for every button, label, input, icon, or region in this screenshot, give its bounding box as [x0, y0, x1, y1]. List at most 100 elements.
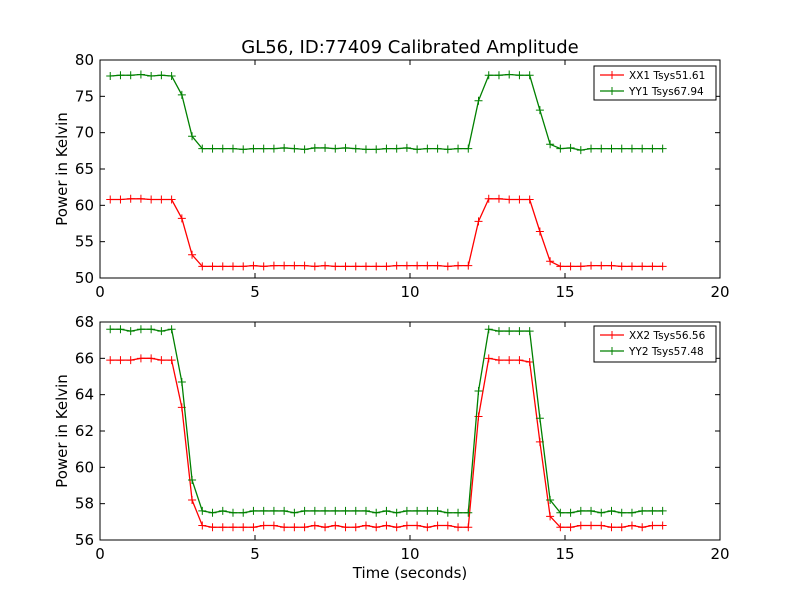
x-tick-label: 15 — [555, 283, 574, 301]
data-point — [321, 143, 330, 152]
data-point — [658, 506, 667, 515]
data-point — [638, 523, 647, 532]
data-point — [607, 506, 616, 515]
data-point — [259, 144, 268, 153]
data-point — [157, 327, 166, 336]
data-point — [474, 387, 483, 396]
data-point — [198, 262, 207, 271]
data-point — [638, 262, 647, 271]
data-point — [228, 523, 237, 532]
data-point — [351, 262, 360, 271]
bottom-panel: 0 5 10 15 20 56 58 60 62 64 66 68 Power in Kelvin Tim… — [53, 313, 730, 582]
x-tick-label: 5 — [250, 545, 260, 563]
y-tick-label: 58 — [75, 495, 94, 513]
data-point — [300, 523, 309, 532]
data-point — [310, 521, 319, 530]
data-point — [280, 143, 289, 152]
data-point — [413, 506, 422, 515]
data-point — [494, 356, 503, 365]
y-tick-label: 60 — [75, 458, 94, 476]
data-point — [638, 506, 647, 515]
data-point — [587, 521, 596, 530]
data-point — [269, 506, 278, 515]
data-point — [341, 262, 350, 271]
data-point — [535, 414, 544, 423]
data-point — [627, 144, 636, 153]
data-point — [300, 506, 309, 515]
data-point — [546, 257, 555, 266]
data-point — [464, 508, 473, 517]
y-axis-label: Power in Kelvin — [53, 374, 71, 488]
data-point — [382, 506, 391, 515]
data-point — [361, 506, 370, 515]
data-point — [535, 227, 544, 236]
data-point — [576, 146, 585, 155]
data-point — [188, 476, 197, 485]
data-point — [505, 356, 514, 365]
data-point — [382, 521, 391, 530]
data-point — [361, 521, 370, 530]
data-point — [627, 262, 636, 271]
data-point — [392, 508, 401, 517]
data-point — [433, 521, 442, 530]
data-point — [617, 523, 626, 532]
data-point — [515, 356, 524, 365]
data-point — [597, 521, 606, 530]
data-point — [126, 194, 135, 203]
data-point — [136, 194, 145, 203]
legend-marker — [608, 87, 616, 95]
data-point — [228, 508, 237, 517]
data-point — [321, 261, 330, 270]
series-line-1 — [110, 198, 663, 268]
data-point — [157, 195, 166, 204]
legend: XX2 Tsys56.56 YY2 Tsys57.48 — [593, 325, 717, 363]
data-point — [259, 506, 268, 515]
data-point — [106, 195, 115, 204]
data-point — [556, 262, 565, 271]
data-point — [617, 144, 626, 153]
data-point — [188, 250, 197, 259]
data-point — [658, 262, 667, 271]
data-point — [515, 71, 524, 80]
y-tick-label: 65 — [75, 160, 94, 178]
data-point — [474, 217, 483, 226]
x-axis-label: Time (seconds) — [352, 564, 468, 582]
data-point — [136, 70, 145, 79]
legend-box — [593, 65, 717, 101]
data-point — [218, 262, 227, 271]
legend-marker — [608, 347, 616, 355]
data-point — [505, 327, 514, 336]
data-point — [198, 506, 207, 515]
data-point — [341, 523, 350, 532]
data-point — [290, 523, 299, 532]
data-point — [290, 261, 299, 270]
data-point — [423, 144, 432, 153]
data-point — [361, 145, 370, 154]
data-point — [351, 506, 360, 515]
x-tick-label: 10 — [400, 545, 419, 563]
data-point — [607, 144, 616, 153]
y-tick-label: 70 — [75, 124, 94, 142]
data-point — [310, 262, 319, 271]
data-point — [392, 261, 401, 270]
data-point — [413, 521, 422, 530]
data-point — [627, 508, 636, 517]
data-point — [648, 521, 657, 530]
data-point — [454, 261, 463, 270]
data-point — [402, 143, 411, 152]
data-point — [474, 96, 483, 105]
data-point — [249, 261, 258, 270]
data-point — [423, 506, 432, 515]
data-point — [566, 508, 575, 517]
data-point — [505, 195, 514, 204]
data-point — [638, 144, 647, 153]
legend: XX1 Tsys51.61 YY1 Tsys67.94 — [593, 65, 717, 101]
data-point — [177, 377, 186, 386]
data-point — [208, 262, 217, 271]
data-point — [494, 327, 503, 336]
data-point — [484, 325, 493, 334]
data-point — [494, 71, 503, 80]
data-point — [525, 195, 534, 204]
data-point — [188, 496, 197, 505]
data-point — [116, 325, 125, 334]
